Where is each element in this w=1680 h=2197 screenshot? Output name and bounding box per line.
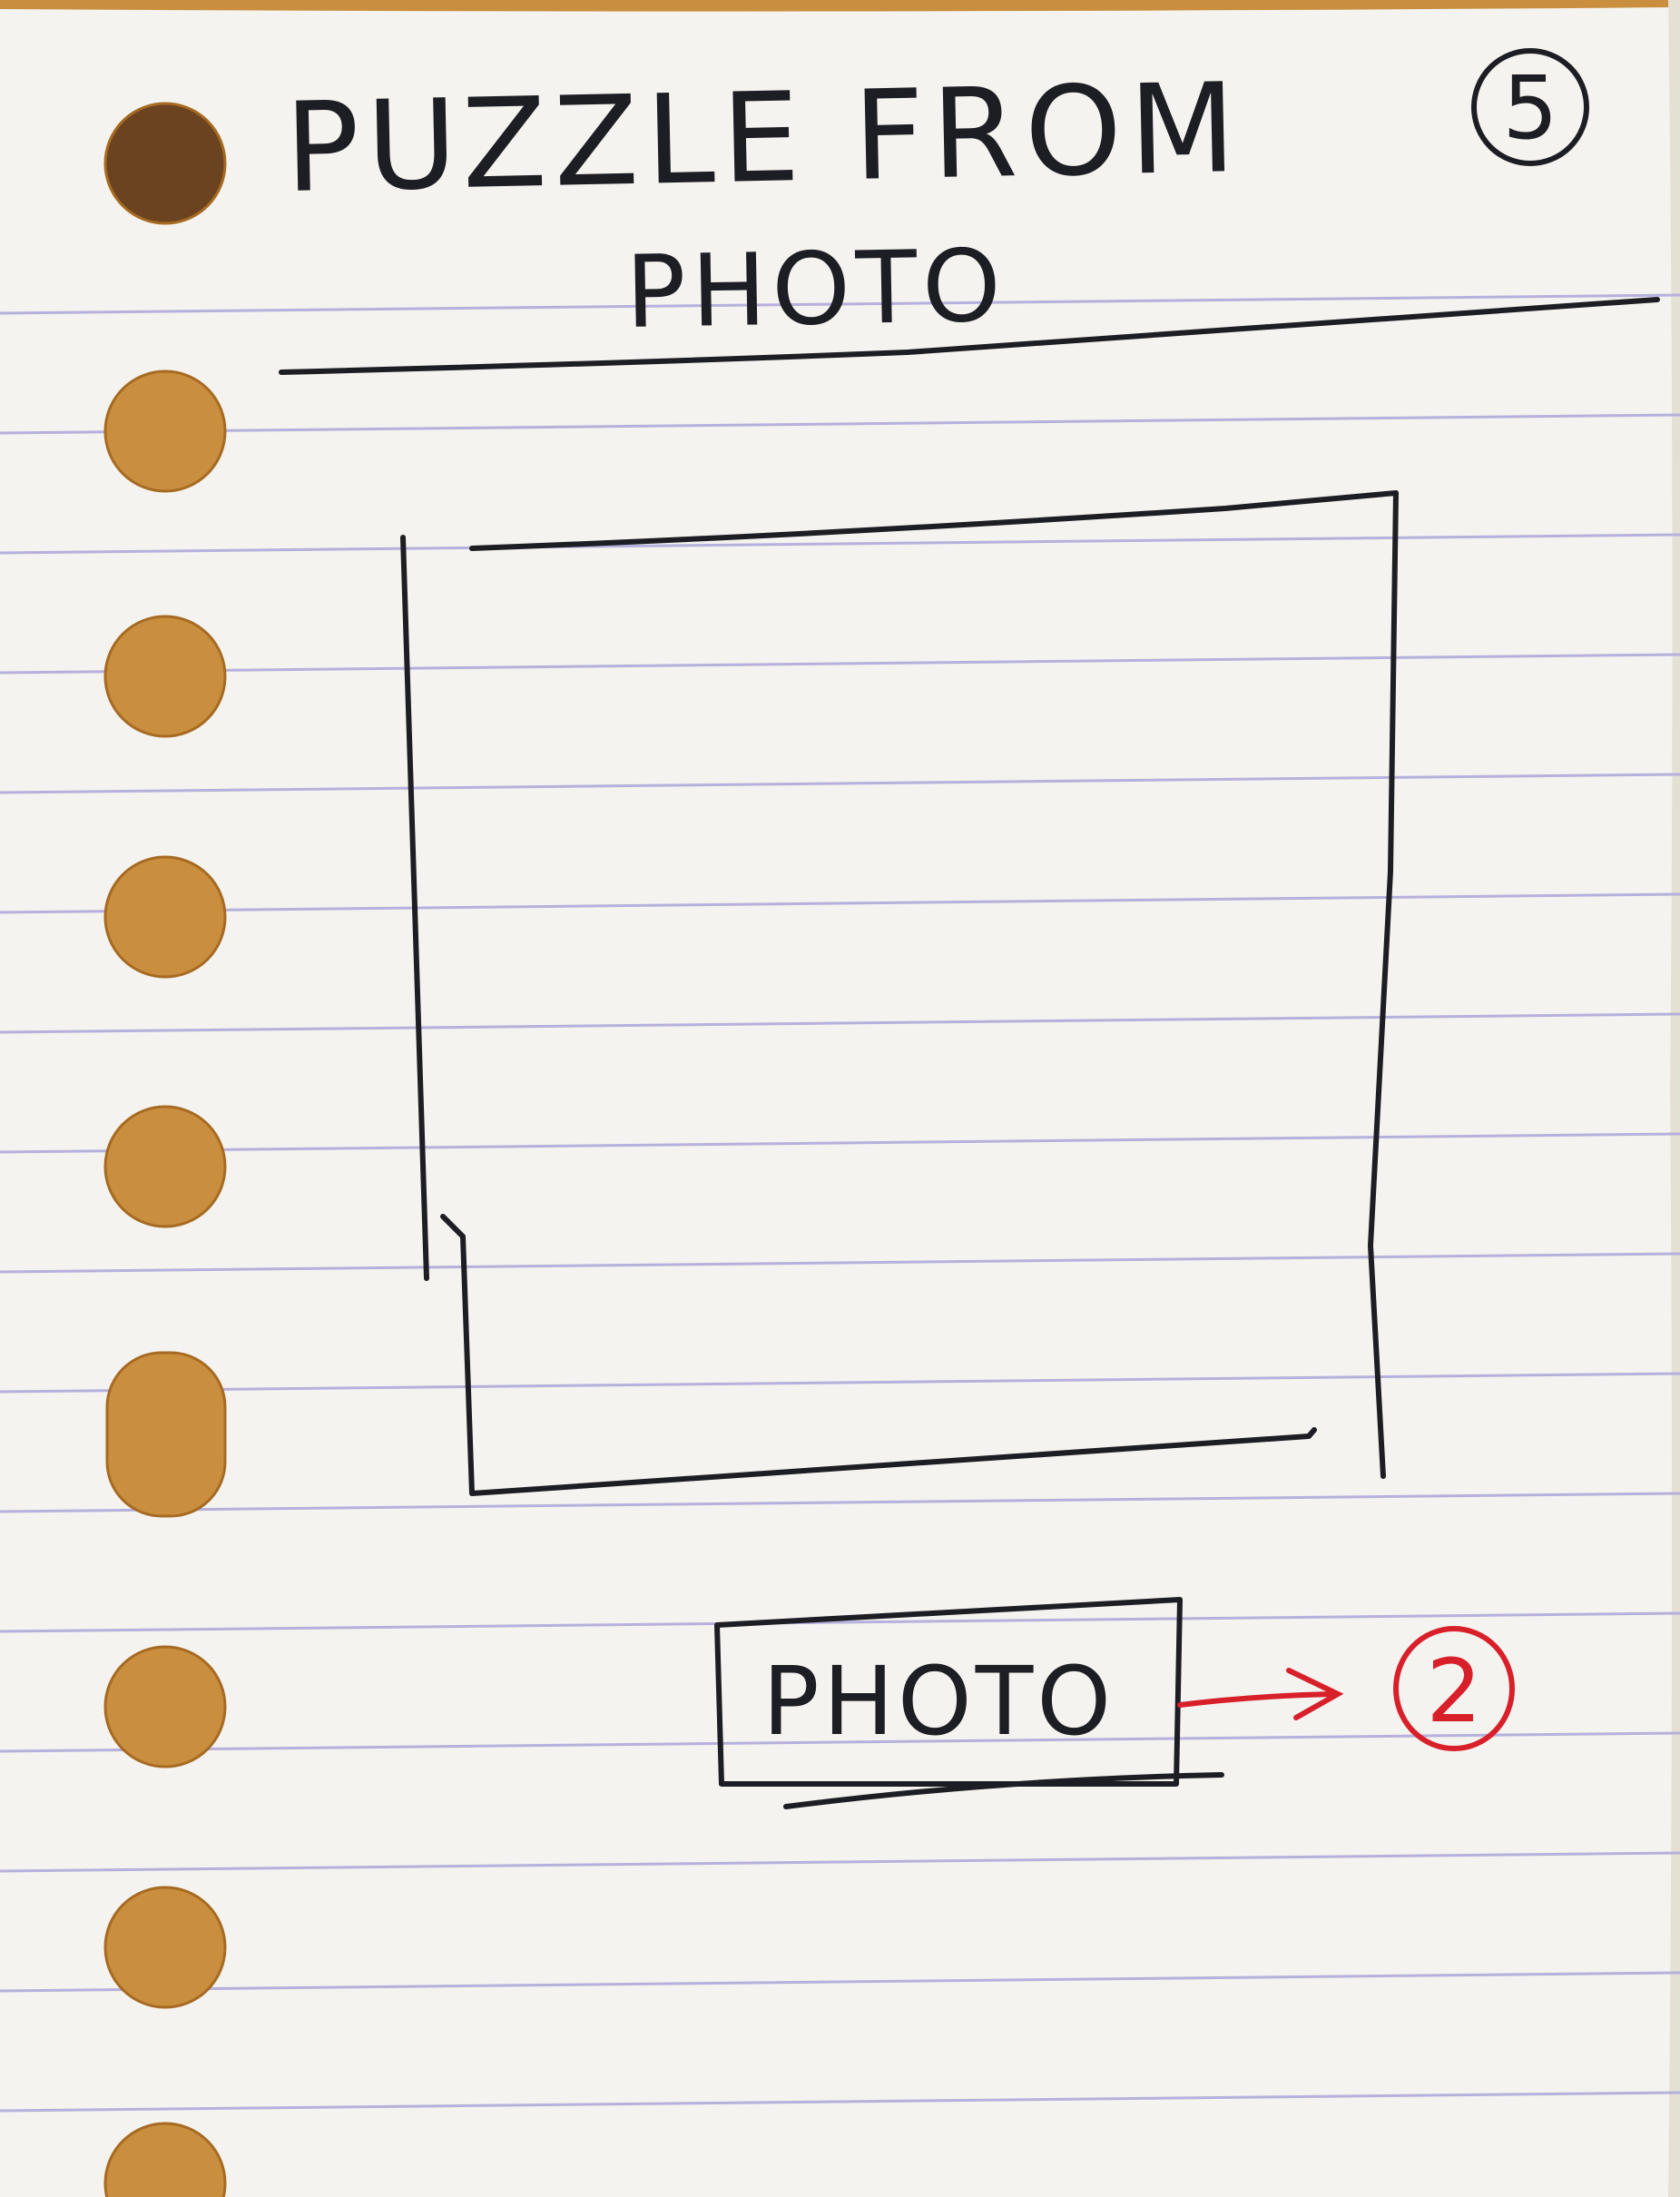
binder-hole <box>103 855 227 979</box>
ruled-line <box>0 1012 1680 1034</box>
binder-hole <box>103 615 227 738</box>
target-screen-number: 2 <box>1426 1640 1481 1742</box>
binder-hole <box>103 1886 227 2009</box>
navigation-arrow-icon <box>1177 1668 1344 1720</box>
ruled-line <box>0 1971 1680 1993</box>
title-line-2: PHOTO <box>624 228 1007 350</box>
binder-hole <box>103 1105 227 1228</box>
binder-hole <box>105 1351 227 1518</box>
ruled-line <box>0 773 1680 794</box>
binder-holes <box>103 102 227 2197</box>
page-number: 5 <box>1502 57 1557 159</box>
photo-button-label: PHOTO <box>762 1646 1115 1757</box>
ruled-lines <box>0 293 1680 2113</box>
title-underline <box>279 297 1660 375</box>
target-screen-badge: 2 <box>1393 1626 1515 1751</box>
ruled-line <box>0 1252 1680 1274</box>
ruled-line <box>0 1851 1680 1873</box>
ruled-line <box>0 1492 1680 1513</box>
binder-hole <box>103 369 227 493</box>
puzzle-image-area <box>400 490 1399 1496</box>
ruled-line <box>0 653 1680 675</box>
title-line-1: PUZZLE FROM <box>283 57 1244 221</box>
ruled-line <box>0 1132 1680 1154</box>
photo-button[interactable]: PHOTO <box>714 1597 1224 1809</box>
ruled-line <box>0 1611 1680 1633</box>
binder-hole <box>103 1645 227 1768</box>
ruled-line <box>0 413 1680 435</box>
binder-hole <box>103 2122 227 2197</box>
paper-right-edge <box>1668 0 1680 2197</box>
ruled-line <box>0 2091 1680 2113</box>
ruled-line <box>0 892 1680 914</box>
desk-edge-top <box>0 0 1680 12</box>
ruled-line <box>0 1372 1680 1394</box>
ruled-line <box>0 533 1680 555</box>
page-number-badge: 5 <box>1471 48 1589 166</box>
ruled-line <box>0 293 1680 315</box>
binder-hole <box>103 102 227 225</box>
